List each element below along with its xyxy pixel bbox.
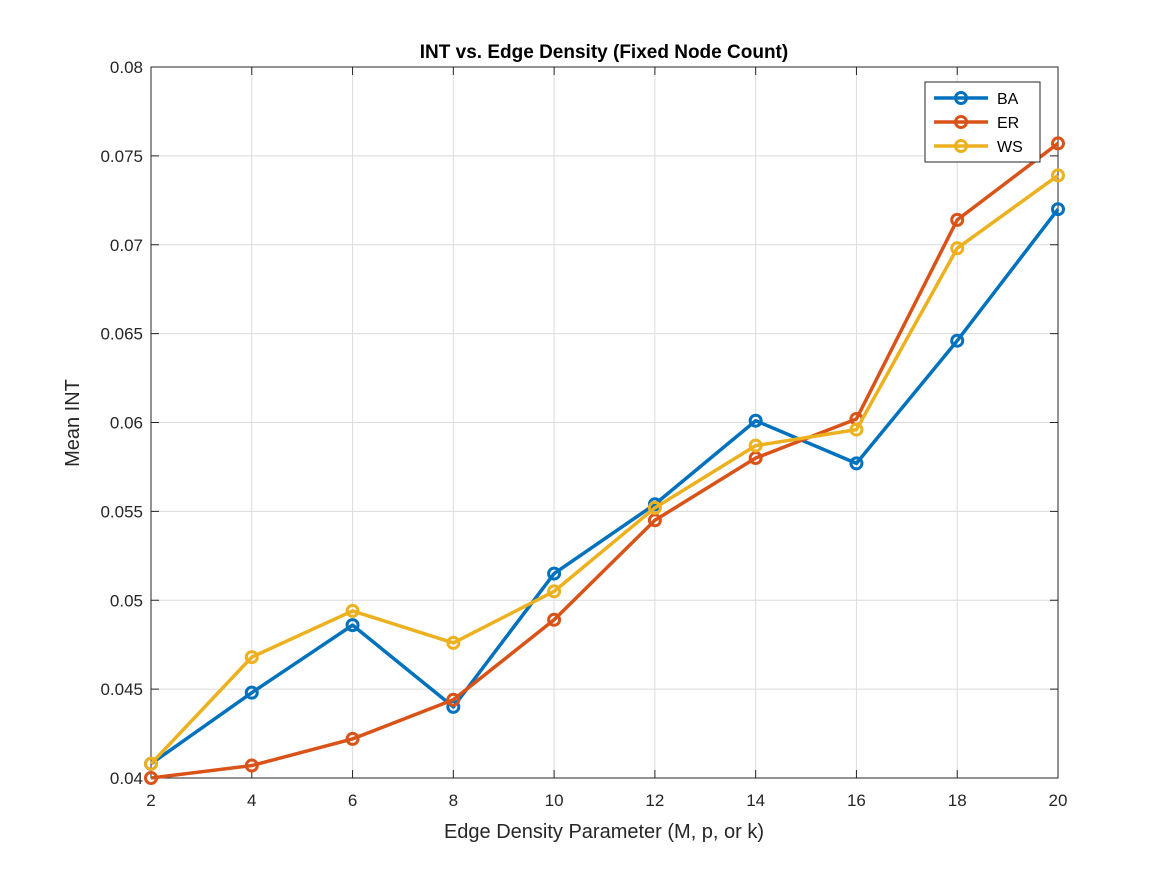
data-point-er — [547, 612, 562, 627]
data-point-ws — [547, 584, 562, 599]
data-point-ba — [547, 566, 562, 581]
x-tick-label: 8 — [449, 791, 458, 810]
data-point-ba — [345, 618, 360, 633]
data-point-ws — [950, 241, 965, 256]
data-point-ba — [1051, 202, 1065, 217]
y-tick-label: 0.04 — [110, 769, 143, 788]
data-point-ws — [748, 438, 763, 453]
data-point-er — [1051, 136, 1065, 151]
series-line-er — [150, 142, 1060, 780]
x-tick-label: 20 — [1049, 791, 1068, 810]
data-point-er — [950, 212, 965, 227]
legend-marker-ws — [954, 139, 968, 153]
y-tick-label: 0.07 — [110, 236, 143, 255]
data-point-er — [144, 771, 158, 785]
legend: BA ER WS — [924, 81, 1041, 163]
x-tick-label: 14 — [746, 791, 765, 810]
x-tick-label: 4 — [247, 791, 256, 810]
y-axis-label: Mean INT — [62, 379, 84, 467]
legend-marker-ba — [954, 91, 968, 105]
x-tick-label: 10 — [545, 791, 564, 810]
series — [144, 136, 1065, 785]
series-line-ws — [149, 174, 1060, 765]
data-point-er — [345, 731, 360, 746]
data-point-ws — [647, 500, 662, 515]
data-point-ba — [849, 456, 864, 471]
y-tick-label: 0.05 — [110, 591, 143, 610]
series-ws — [144, 168, 1065, 771]
data-point-ba — [748, 413, 763, 428]
x-tick-label: 18 — [948, 791, 967, 810]
data-point-er — [446, 692, 461, 707]
data-point-ba — [950, 333, 965, 348]
data-point-ws — [849, 422, 864, 437]
x-tick-label: 2 — [146, 791, 155, 810]
x-tick-label: 16 — [847, 791, 866, 810]
x-axis-label: Edge Density Parameter (M, p, or k) — [444, 821, 764, 843]
legend-marker-er — [954, 115, 968, 129]
y-tick-label: 0.055 — [100, 502, 143, 521]
data-point-ws — [446, 635, 461, 650]
chart-title: INT vs. Edge Density (Fixed Node Count) — [420, 42, 788, 63]
data-point-ws — [1051, 168, 1065, 183]
data-point-ws — [244, 650, 259, 665]
legend-label-er: ER — [997, 115, 1019, 132]
y-tick-label: 0.06 — [110, 414, 143, 433]
x-tick-label: 12 — [645, 791, 664, 810]
y-tick-label: 0.045 — [100, 680, 143, 699]
data-point-ws — [144, 756, 158, 771]
legend-label-ws: WS — [997, 139, 1023, 156]
legend-label-ba: BA — [997, 91, 1019, 108]
data-point-ws — [345, 603, 360, 618]
y-tick-label: 0.065 — [100, 325, 143, 344]
series-line-ba — [149, 208, 1060, 766]
x-tick-label: 6 — [348, 791, 357, 810]
data-point-er — [244, 758, 259, 773]
data-point-ba — [244, 685, 259, 700]
y-tick-label: 0.075 — [100, 147, 143, 166]
y-tick-label: 0.08 — [110, 58, 143, 77]
axis-ticks: 2 4 6 8 10 12 14 16 18 20 0.04 0.045 0.05 0.055 0.06 0.… — [100, 58, 1067, 810]
